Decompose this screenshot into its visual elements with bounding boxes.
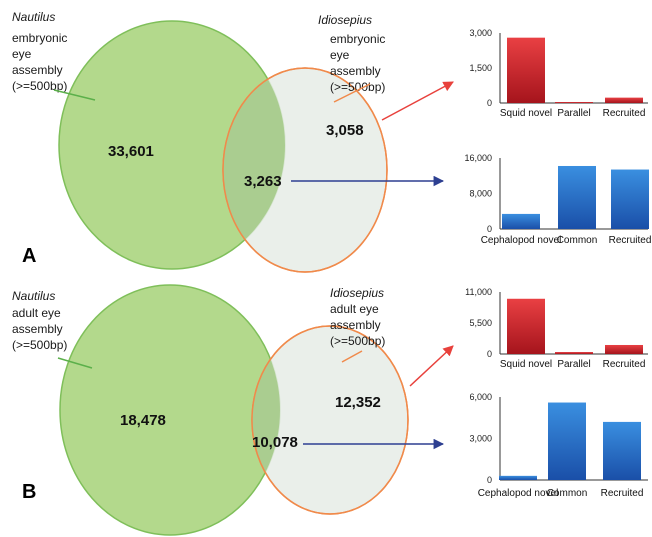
label-right-desc-b-1: adult eye [330,302,379,316]
y-tick-label: 1,500 [469,63,492,73]
count-right-b: 12,352 [335,394,381,411]
label-left-species-b: Nautilus [12,289,55,303]
y-tick-label: 3,000 [469,28,492,38]
count-overlap-a: 3,263 [244,173,282,190]
leader-line-right-b [341,350,363,363]
x-category-label: Parallel [557,359,590,370]
bar-cephalopod-novel [499,475,537,480]
y-tick-label: 16,000 [464,153,492,163]
x-category-label: Recruited [609,235,652,246]
y-tick-label: 5,500 [469,318,492,328]
y-tick-label: 0 [487,349,492,359]
panel-letter-a: A [22,245,36,267]
bar-chart-3: 11,000 5,500 0 Squid novel Parallel Recruited [465,287,648,370]
count-overlap-b: 10,078 [252,434,298,451]
x-category-label: Squid novel [500,108,552,119]
bar-cephalopod-novel [502,213,540,229]
bar-squid-novel [507,37,545,103]
x-category-label: Recruited [603,108,646,119]
leader-line-right-a [333,83,371,103]
bar-chart-1: 3,000 1,500 0 Squid novel Parallel Recruited [469,28,648,119]
bar-recruited [605,344,643,354]
bar-common [558,165,596,229]
y-tick-label: 8,000 [469,189,492,199]
count-left-b: 18,478 [120,412,166,429]
label-left-desc-b-1: adult eye [12,306,61,320]
leader-line-left-a [53,89,96,101]
label-right-desc-a-2: eye [330,48,350,62]
y-tick-label: 11,000 [465,287,492,297]
label-right-desc-a-4: (>=500bp) [330,80,385,94]
x-category-label: Cephalopod novel [478,488,559,499]
label-left-desc-a-2: eye [12,47,32,61]
label-right-desc-a-1: embryonic [330,32,385,46]
label-right-species-a: Idiosepius [318,13,372,27]
label-left-desc-a-4: (>=500bp) [12,79,67,93]
label-left-desc-a-3: assembly [12,63,63,77]
bar-recruited [603,421,641,480]
label-left-desc-b-3: (>=500bp) [12,338,67,352]
y-tick-label: 3,000 [469,434,492,444]
bar-squid-novel [507,298,545,354]
label-right-desc-b-3: (>=500bp) [330,334,385,348]
y-tick-label: 6,000 [469,392,492,402]
label-left-desc-b-2: assembly [12,322,63,336]
bar-common [548,402,586,480]
panel-letter-b: B [22,481,36,503]
label-right-desc-a-3: assembly [330,64,381,78]
y-tick-label: 0 [487,98,492,108]
x-category-label: Common [557,235,598,246]
x-category-label: Recruited [603,359,646,370]
bar-recruited [611,169,649,229]
arrow-red-b [409,345,454,387]
bar-recruited [605,97,643,103]
x-category-label: Parallel [557,108,590,119]
x-category-label: Common [547,488,588,499]
label-right-desc-b-2: assembly [330,318,381,332]
y-tick-label: 0 [487,475,492,485]
y-tick-label: 0 [487,224,492,234]
count-left-a: 33,601 [108,143,154,160]
x-category-label: Recruited [601,488,644,499]
arrow-red-a [381,81,454,121]
label-left-species-a: Nautilus [12,10,55,24]
venn-circle-left-b [59,284,281,536]
venn-panel-a: Nautilus embryonic eye assembly (>=500bp… [12,10,454,273]
bar-parallel [555,102,593,103]
venn-panel-b: Nautilus adult eye assembly (>=500bp) Id… [12,284,454,536]
label-right-species-b: Idiosepius [330,286,384,300]
x-category-label: Cephalopod novel [481,235,562,246]
x-category-label: Squid novel [500,359,552,370]
leader-line-left-b [57,357,93,369]
bar-parallel [555,352,593,354]
label-left-desc-a-1: embryonic [12,31,67,45]
count-right-a: 3,058 [326,122,364,139]
